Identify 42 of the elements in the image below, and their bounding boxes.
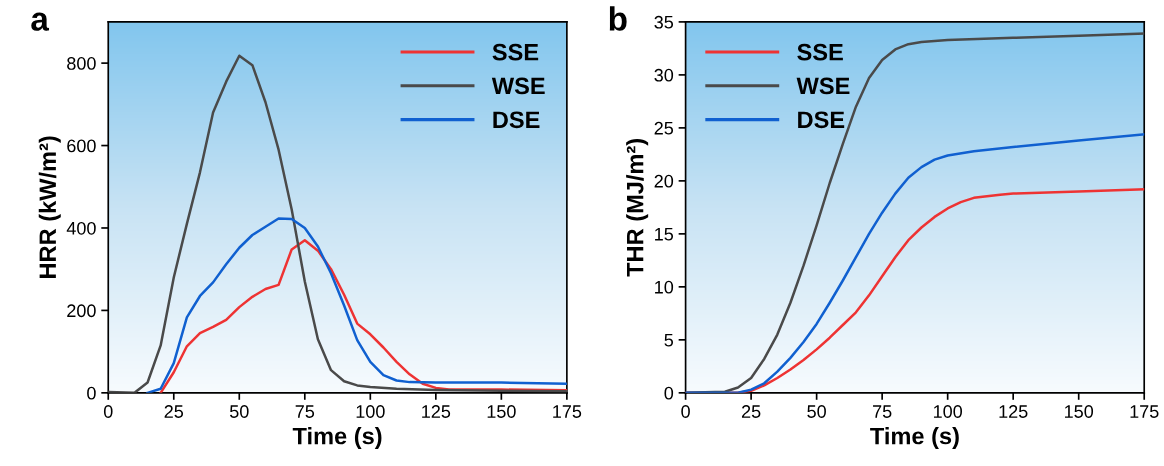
y-tick-label: 800 [67, 57, 96, 70]
y-tick-label: 0 [87, 386, 96, 400]
x-axis-title: Time (s) [292, 427, 382, 450]
x-tick-label: 0 [681, 405, 690, 418]
legend-label: WSE [796, 77, 850, 95]
x-tick-label: 125 [999, 405, 1028, 418]
x-axis-title: Time (s) [870, 427, 959, 450]
y-tick-label: 10 [655, 280, 674, 294]
y-tick-label: 400 [66, 221, 96, 235]
x-tick-label: 100 [356, 405, 385, 418]
x-tick-label: 50 [229, 405, 249, 418]
x-tick-label: 150 [1065, 405, 1094, 418]
x-tick-label: 100 [933, 405, 963, 418]
y-tick-label: 15 [655, 227, 674, 241]
x-tick-label: 0 [103, 405, 113, 418]
x-tick-label: 25 [164, 405, 184, 418]
legend-label: DSE [798, 111, 845, 129]
x-tick-label: 75 [873, 405, 892, 418]
x-tick-label: 25 [741, 405, 761, 418]
x-tick-label: 175 [553, 405, 582, 418]
y-tick-label: 0 [664, 386, 674, 400]
legend-label: SSE [797, 43, 843, 61]
x-tick-label: 50 [807, 405, 826, 418]
y-tick-label: 600 [67, 139, 96, 153]
y-tick-label: 25 [654, 121, 674, 135]
y-tick-label: 30 [654, 68, 674, 82]
text: a [31, 12, 50, 31]
x-tick-label: 175 [1130, 405, 1159, 418]
legend-label: DSE [493, 111, 540, 129]
line-series [146, 217, 567, 393]
legend-label: SSE [492, 43, 539, 61]
x-tick-label: 75 [295, 405, 315, 418]
legend-label: WSE [491, 77, 545, 95]
y-tick-label: 35 [654, 15, 674, 29]
x-tick-label: 150 [487, 405, 516, 418]
y-tick-label: 200 [67, 304, 96, 318]
y-axis-title: HRR (kW/m²) [38, 136, 61, 278]
x-tick-label: 125 [422, 405, 451, 418]
y-axis-title: THR (MJ/m²) [626, 139, 649, 277]
text: b [609, 6, 627, 31]
y-tick-label: 20 [654, 174, 674, 188]
y-tick-label: 5 [664, 333, 674, 347]
